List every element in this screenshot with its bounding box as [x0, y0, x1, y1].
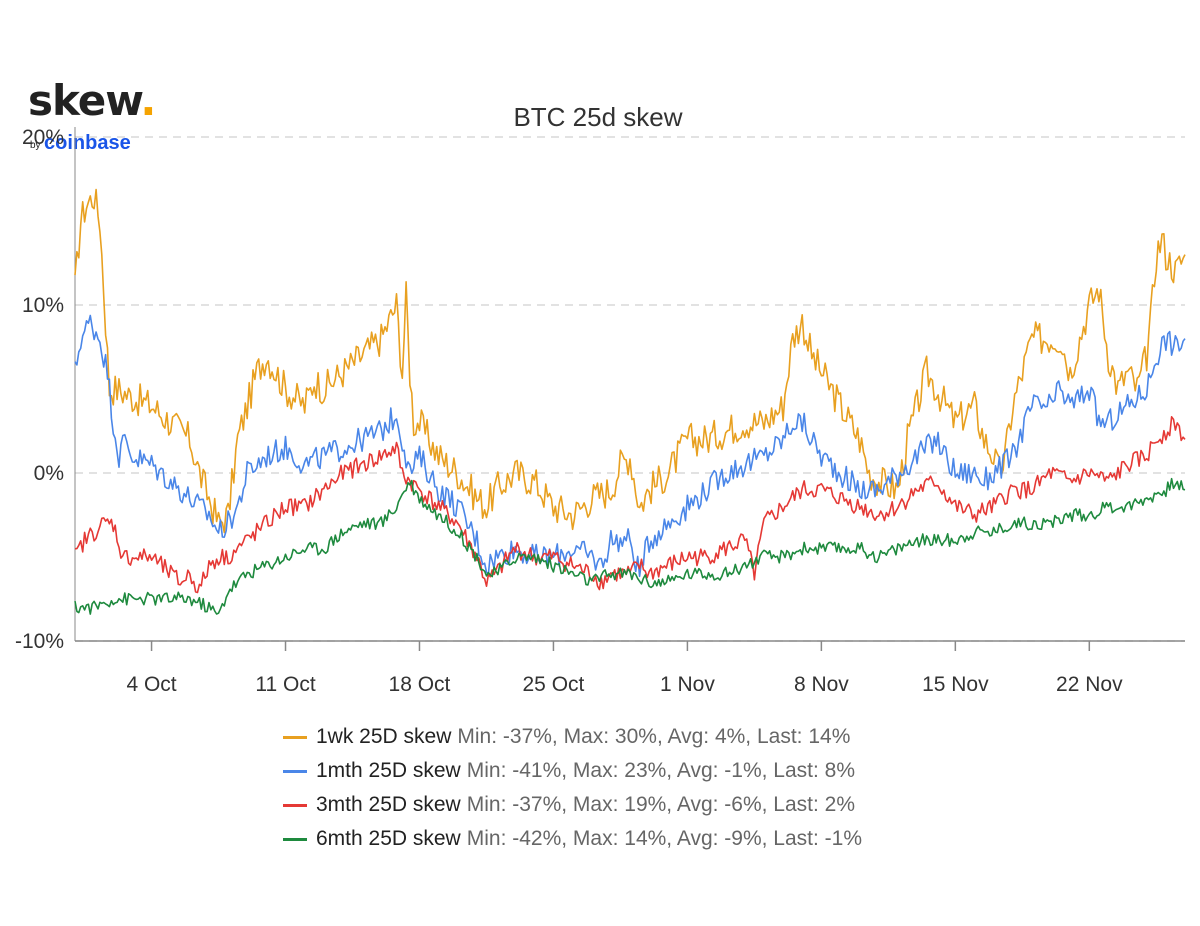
- legend-item[interactable]: 3mth 25D skew Min: -37%, Max: 19%, Avg: -…: [283, 788, 862, 822]
- legend-series-name: 6mth 25D skew: [316, 827, 461, 850]
- legend-swatch: [283, 803, 307, 807]
- legend-swatch: [283, 837, 307, 841]
- legend-series-name: 1mth 25D skew: [316, 759, 461, 782]
- series-lines: [74, 188, 1186, 615]
- y-tick-label: 10%: [22, 294, 64, 317]
- legend-series-name: 3mth 25D skew: [316, 793, 461, 816]
- logo-by-text: by: [30, 140, 41, 151]
- x-tick-label: 11 Oct: [255, 673, 315, 696]
- legend-series-stats: Min: -37%, Max: 30%, Avg: 4%, Last: 14%: [457, 725, 851, 748]
- series-line-6mth: [74, 477, 1186, 615]
- legend-series-name: 1wk 25D skew: [316, 725, 452, 748]
- legend-swatch: [283, 769, 307, 773]
- x-tick-label: 8 Nov: [794, 673, 849, 696]
- y-axis: 20% 10% 0% -10%: [15, 126, 76, 653]
- y-tick-label: 20%: [22, 126, 64, 149]
- x-tick-label: 4 Oct: [126, 673, 176, 696]
- skew-coinbase-logo: skew. by coinbase: [28, 80, 156, 160]
- x-axis: 4 Oct 11 Oct 18 Oct 25 Oct 1 Nov 8 Nov 15 Nov 2…: [75, 640, 1185, 696]
- legend-series-stats: Min: -37%, Max: 19%, Avg: -6%, Last: 2%: [466, 793, 856, 816]
- grid-lines: [75, 136, 1185, 642]
- legend-swatch: [283, 735, 307, 739]
- y-tick-label: 0%: [34, 462, 64, 485]
- logo-wordmark: skew.: [28, 76, 156, 125]
- x-tick-label: 25 Oct: [523, 673, 585, 696]
- x-tick-label: 22 Nov: [1056, 673, 1123, 696]
- legend-series-stats: Min: -41%, Max: 23%, Avg: -1%, Last: 8%: [466, 759, 856, 782]
- legend-item[interactable]: 1mth 25D skew Min: -41%, Max: 23%, Avg: -…: [283, 754, 862, 788]
- series-line-1mth: [74, 314, 1186, 578]
- y-tick-label: -10%: [15, 630, 64, 653]
- x-tick-label: 18 Oct: [389, 673, 451, 696]
- legend-item[interactable]: 6mth 25D skew Min: -42%, Max: 14%, Avg: -…: [283, 822, 862, 856]
- chart-title: BTC 25d skew: [513, 102, 682, 132]
- x-tick-label: 1 Nov: [660, 673, 715, 696]
- legend-item[interactable]: 1wk 25D skew Min: -37%, Max: 30%, Avg: 4%…: [283, 720, 862, 754]
- chart-legend: 1wk 25D skew Min: -37%, Max: 30%, Avg: 4%…: [283, 720, 862, 856]
- x-tick-label: 15 Nov: [922, 673, 989, 696]
- series-line-1wk: [74, 188, 1186, 534]
- legend-series-stats: Min: -42%, Max: 14%, Avg: -9%, Last: -1%: [466, 827, 863, 850]
